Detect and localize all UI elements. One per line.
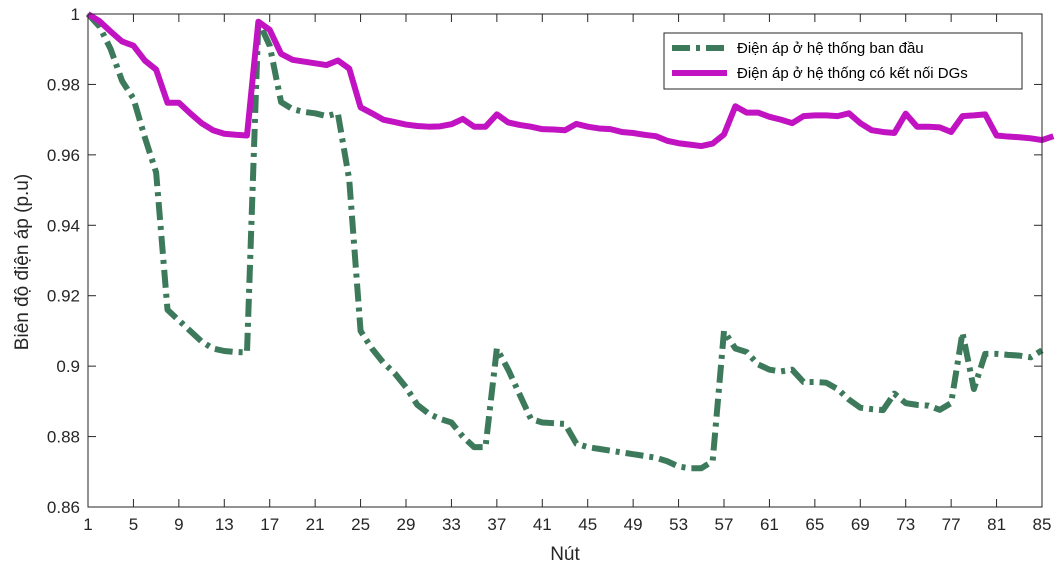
x-tick-label: 53 <box>669 515 688 534</box>
x-tick-label: 1 <box>83 515 92 534</box>
x-tick-label: 65 <box>805 515 824 534</box>
x-tick-label: 41 <box>533 515 552 534</box>
x-tick-label: 49 <box>624 515 643 534</box>
x-tick-label: 13 <box>215 515 234 534</box>
x-tick-label: 33 <box>442 515 461 534</box>
x-tick-label: 57 <box>715 515 734 534</box>
x-tick-label: 21 <box>306 515 325 534</box>
x-axis-title: Nút <box>550 544 580 564</box>
legend-box <box>663 32 1023 90</box>
y-tick-label: 1 <box>71 5 80 24</box>
x-tick-label: 5 <box>129 515 138 534</box>
x-tick-label: 77 <box>942 515 961 534</box>
legend-label-dgs: Điện áp ở hệ thống có kết nối DGs <box>737 65 968 82</box>
plot-frame <box>87 13 1043 508</box>
x-tick-label: 61 <box>760 515 779 534</box>
x-tick-label: 73 <box>896 515 915 534</box>
x-tick-label: 9 <box>174 515 183 534</box>
x-tick-label: 29 <box>397 515 416 534</box>
series-line-original <box>85 11 1044 472</box>
y-tick-label: 0.94 <box>47 216 80 235</box>
x-tick-label: 85 <box>1033 515 1052 534</box>
series-line-dgs <box>86 11 1055 150</box>
legend: Điện áp ở hệ thống ban đầu Điện áp ở hệ … <box>663 32 1023 90</box>
legend-label-original: Điện áp ở hệ thống ban đầu <box>737 40 924 57</box>
y-tick-label: 0.98 <box>47 75 80 94</box>
x-tick-label: 69 <box>851 515 870 534</box>
ticks-layer: 1 5 9 13 17 21 25 29 33 37 41 45 49 53 57 61 65 69 73 77 81 8… <box>47 5 1052 534</box>
plot-area <box>88 14 1042 507</box>
y-tick-label: 0.86 <box>47 498 80 517</box>
x-tick-label: 81 <box>987 515 1006 534</box>
y-tick-label: 0.92 <box>47 287 80 306</box>
x-tick-label: 37 <box>487 515 506 534</box>
series-layer <box>85 11 1055 472</box>
y-tick-label: 0.9 <box>56 357 80 376</box>
y-axis-title: Biên độ điện áp (p.u) <box>12 174 33 350</box>
x-tick-label: 45 <box>578 515 597 534</box>
y-tick-label: 0.88 <box>47 428 80 447</box>
x-tick-label: 25 <box>351 515 370 534</box>
x-tick-label: 17 <box>260 515 279 534</box>
y-tick-label: 0.96 <box>47 146 80 165</box>
